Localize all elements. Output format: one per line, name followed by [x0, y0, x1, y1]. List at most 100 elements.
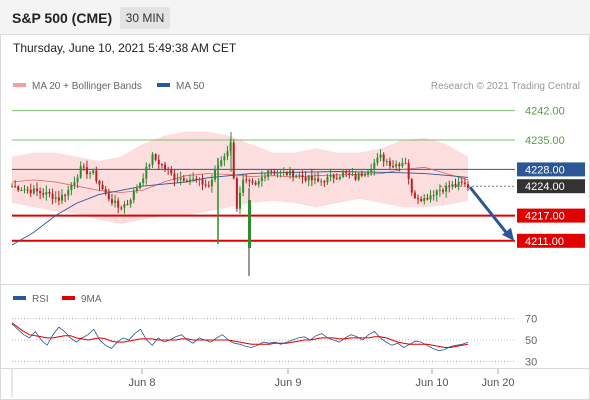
candle-body	[114, 200, 117, 204]
legend-rsi: RSI	[13, 294, 49, 305]
candle-body	[335, 178, 338, 180]
candle-body	[192, 178, 195, 180]
rsi-tick-label: 30	[525, 356, 537, 368]
candle-body	[226, 151, 229, 157]
candle-body	[14, 186, 17, 188]
candle-body	[329, 175, 332, 177]
candle-body	[304, 177, 307, 181]
candle-body	[242, 179, 245, 193]
candle-body	[338, 176, 341, 179]
candle-body	[89, 172, 92, 175]
candle-body	[345, 172, 348, 174]
candle-body	[298, 175, 301, 177]
level-label: 4235.00	[525, 135, 565, 147]
candle-body	[120, 207, 123, 209]
candle-body	[45, 192, 48, 195]
level-label: 4217.00	[525, 211, 565, 223]
candle-body	[164, 164, 167, 170]
candle-body	[413, 192, 416, 199]
candle-body	[148, 164, 151, 167]
candle-body	[207, 185, 210, 187]
legend-9ma-label: 9MA	[81, 294, 102, 305]
legend-ma20: MA 20 + Bollinger Bands	[13, 81, 142, 92]
candle-body	[263, 176, 266, 178]
candle-body	[445, 185, 448, 192]
timeframe-badge[interactable]: 30 MIN	[120, 7, 170, 29]
ma20-line	[11, 166, 469, 193]
candle-body	[214, 169, 217, 180]
candle-body	[210, 179, 213, 187]
candle-body	[401, 163, 404, 167]
candle-body	[251, 181, 254, 183]
candle-body	[279, 172, 282, 174]
candle-body	[160, 164, 163, 166]
candle-body	[257, 181, 260, 185]
candle-body	[26, 189, 29, 191]
candle-body	[388, 161, 391, 167]
candle-body	[182, 178, 185, 181]
candle-body	[123, 204, 126, 208]
candle-body	[342, 172, 345, 177]
legend-rsi-swatch	[13, 296, 26, 301]
candle-body	[332, 175, 335, 179]
rsi-tick-label: 70	[525, 314, 537, 326]
candle-body	[351, 174, 354, 176]
candle-body	[151, 154, 154, 165]
candle-body	[220, 160, 223, 166]
candle-body	[32, 188, 35, 194]
candle-body	[320, 181, 323, 183]
candle-body	[267, 170, 270, 177]
candle-body	[273, 171, 276, 174]
level-label-bg	[517, 233, 585, 248]
candle-body	[354, 174, 357, 180]
candle-body	[442, 189, 445, 192]
candle-body	[467, 184, 469, 188]
legend-9ma-swatch	[62, 296, 75, 301]
candle-body	[157, 159, 160, 165]
candle-body	[64, 194, 67, 196]
level-label: 4242.00	[525, 106, 565, 118]
candle-body	[254, 182, 257, 185]
rsi-line	[11, 323, 469, 352]
candle-body	[54, 197, 57, 199]
candle-body	[398, 164, 401, 167]
candle-body	[51, 193, 54, 199]
candle-body	[435, 190, 438, 196]
candle-body	[135, 188, 138, 191]
candle-body	[379, 154, 382, 158]
candle-body	[17, 186, 20, 191]
legend-rsi-label: RSI	[32, 294, 49, 305]
candle-body	[57, 197, 60, 201]
candle-body	[407, 162, 410, 180]
x-tick-label: Jun 20	[481, 377, 514, 389]
candle-body	[48, 192, 51, 194]
candle-body	[142, 178, 145, 184]
candle-body	[248, 179, 251, 182]
candle-body	[363, 174, 366, 176]
candle-body	[288, 170, 291, 176]
candle-body	[457, 181, 460, 187]
x-tick-label: Jun 10	[415, 377, 448, 389]
candle-body	[285, 172, 288, 176]
candle-body	[417, 198, 420, 200]
candle-body	[382, 154, 385, 162]
candle-body	[189, 179, 192, 181]
candle-body	[104, 189, 107, 194]
level-label-bg	[517, 179, 585, 194]
candle-body	[245, 179, 248, 181]
candle-body	[235, 178, 238, 209]
rsi-9ma-line	[11, 322, 469, 348]
rsi-tick-label: 50	[525, 335, 537, 347]
candle-body	[29, 189, 32, 194]
candle-body	[195, 178, 198, 180]
candle-body	[460, 181, 463, 183]
candle-body	[317, 178, 320, 182]
instrument-title: S&P 500 (CME)	[12, 10, 113, 26]
candle-body	[301, 175, 304, 178]
candle-body	[410, 179, 413, 193]
x-tick-label: Jun 9	[275, 377, 302, 389]
credit-text: Research © 2021 Trading Central	[430, 81, 580, 92]
candle-body	[117, 200, 120, 208]
candle-body	[310, 175, 313, 181]
candle-body	[201, 178, 204, 185]
